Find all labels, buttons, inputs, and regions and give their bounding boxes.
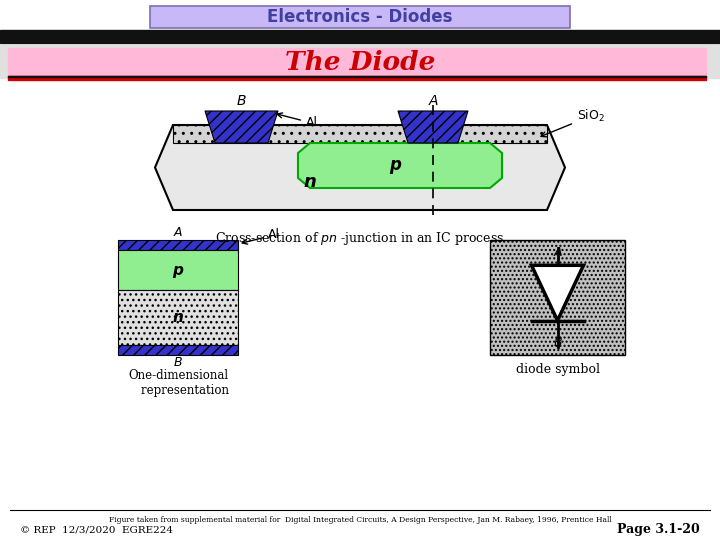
Bar — [118, 240, 238, 250]
Polygon shape — [205, 111, 278, 143]
Bar — [8, 76, 706, 80]
Text: n: n — [173, 310, 184, 325]
Bar — [0, 30, 720, 43]
FancyBboxPatch shape — [150, 6, 570, 28]
Text: n: n — [304, 173, 316, 191]
Bar — [118, 250, 238, 290]
Text: A: A — [553, 246, 562, 259]
Text: SiO$_2$: SiO$_2$ — [541, 108, 605, 137]
Text: A: A — [174, 226, 182, 239]
Bar — [118, 345, 238, 355]
Text: B: B — [174, 356, 182, 369]
Text: diode symbol: diode symbol — [516, 363, 600, 376]
Text: Electronics - Diodes: Electronics - Diodes — [267, 8, 453, 26]
Text: B: B — [237, 94, 246, 108]
Text: p: p — [389, 157, 401, 174]
Text: Figure taken from supplemental material for  Digital Integrated Circuits, A Desi: Figure taken from supplemental material … — [109, 516, 611, 524]
Text: Page 3.1-20: Page 3.1-20 — [617, 523, 700, 537]
Text: © REP  12/3/2020  EGRE224: © REP 12/3/2020 EGRE224 — [20, 525, 173, 535]
Bar — [118, 290, 238, 345]
Text: B: B — [553, 336, 562, 349]
Polygon shape — [398, 111, 468, 143]
Text: One-dimensional
    representation: One-dimensional representation — [127, 369, 230, 397]
Bar — [490, 240, 625, 355]
Text: The Diode: The Diode — [285, 50, 435, 75]
Polygon shape — [173, 125, 547, 143]
Bar — [0, 45, 720, 78]
Bar — [8, 76, 706, 77]
Polygon shape — [531, 265, 583, 321]
Polygon shape — [298, 143, 502, 188]
Polygon shape — [155, 125, 565, 210]
Text: Al: Al — [242, 228, 280, 244]
Text: Cross-section of $pn$ -junction in an IC process: Cross-section of $pn$ -junction in an IC… — [215, 230, 505, 247]
Text: A: A — [428, 94, 438, 108]
Bar — [8, 48, 706, 76]
Text: p: p — [173, 262, 184, 278]
Text: Al: Al — [277, 113, 318, 130]
